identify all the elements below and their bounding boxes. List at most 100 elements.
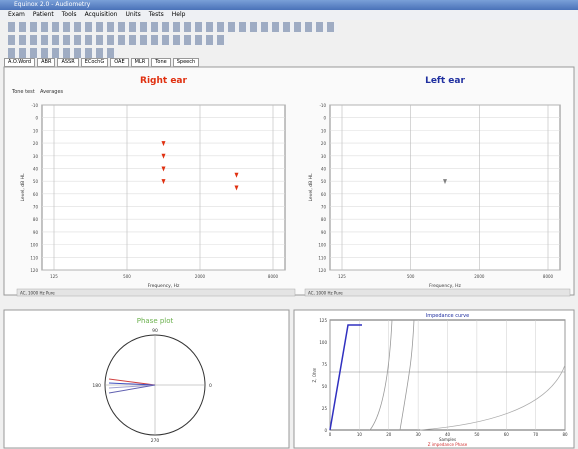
gray-curve (369, 319, 393, 431)
phase-panel (3, 309, 290, 449)
y-tick-label: 80 (321, 217, 327, 222)
y-tick-label: 100 (319, 340, 327, 345)
status-bar (304, 288, 571, 297)
y-tick-label: 110 (30, 255, 38, 260)
x-tick-label: 2000 (195, 274, 206, 279)
chart-title: Left ear (425, 76, 465, 86)
chart-title: Right ear (140, 76, 187, 86)
x-tick-label: 500 (407, 274, 415, 279)
x-axis-label: Samples (439, 437, 456, 442)
y-tick-label: 60 (321, 192, 327, 197)
y-tick-label: 120 (318, 268, 326, 273)
y-tick-label: 40 (33, 166, 39, 171)
y-tick-label: 0 (35, 116, 38, 121)
y-tick-label: 75 (322, 362, 328, 367)
menu-item[interactable]: Tools (61, 11, 77, 18)
threshold-marker (443, 179, 447, 185)
polar-label: 180 (92, 383, 101, 389)
x-tick-label: 125 (338, 274, 346, 279)
threshold-marker (234, 172, 239, 178)
y-tick-label: 50 (322, 384, 328, 389)
x-tick-label: 30 (416, 432, 422, 437)
y-tick-label: 50 (33, 179, 39, 184)
polar-label: 270 (151, 438, 160, 444)
x-tick-label: 0 (329, 432, 332, 437)
menu-item[interactable]: Tests (148, 11, 164, 18)
polar-label: 90 (152, 328, 158, 334)
x-axis-label: Frequency, Hz (148, 283, 180, 289)
y-tick-label: 30 (321, 154, 327, 159)
menu-item[interactable]: Patient (32, 11, 54, 18)
x-tick-label: 125 (50, 274, 58, 279)
y-tick-label: 0 (324, 428, 327, 433)
legend: Z impedance Phase (428, 442, 468, 447)
y-tick-label: 80 (33, 217, 39, 222)
y-tick-label: -10 (319, 103, 326, 108)
y-tick-label: 60 (33, 192, 39, 197)
polar-label: 0 (209, 383, 212, 389)
title-bar: Equinox 2.0 - Audiometry (0, 0, 578, 10)
x-tick-label: 60 (504, 432, 510, 437)
phase-vector (108, 384, 156, 389)
status-text: AC, 1000 Hz Pure (20, 291, 55, 296)
toolbar (8, 22, 338, 32)
x-tick-label: 70 (533, 432, 539, 437)
x-tick-label: 500 (123, 274, 131, 279)
x-tick-label: 8000 (268, 274, 279, 279)
threshold-marker (161, 141, 166, 147)
y-tick-label: 40 (321, 166, 327, 171)
toolbar (8, 35, 228, 45)
x-tick-label: 8000 (543, 274, 554, 279)
y-tick-label: 90 (321, 230, 327, 235)
panel-title: Phase plot (137, 317, 174, 325)
y-axis-label: Z, Ohm (312, 367, 317, 382)
menu-item[interactable]: Help (171, 11, 186, 18)
x-tick-label: 2000 (474, 274, 485, 279)
x-tick-label: 40 (445, 432, 451, 437)
y-tick-label: -10 (31, 103, 38, 108)
gray-curve (399, 319, 415, 431)
plot-area (329, 104, 561, 271)
y-axis-label: Level, dB HL (308, 173, 314, 201)
x-axis-label: Frequency, Hz (429, 283, 461, 289)
gray-curve (419, 364, 566, 431)
y-tick-label: 30 (33, 154, 39, 159)
plot-area (41, 104, 286, 271)
y-tick-label: 120 (30, 268, 38, 273)
x-tick-label: 80 (562, 432, 568, 437)
y-tick-label: 10 (33, 128, 39, 133)
menu-item[interactable]: Exam (8, 11, 25, 18)
y-tick-label: 25 (322, 406, 328, 411)
y-tick-label: 50 (321, 179, 327, 184)
y-tick-label: 20 (321, 141, 327, 146)
y-tick-label: 110 (318, 255, 326, 260)
threshold-marker (234, 185, 239, 191)
phase-vector (108, 384, 156, 394)
menu-item[interactable]: Acquisition (84, 11, 118, 18)
y-axis-label: Level, dB HL (20, 173, 26, 201)
panel-title: Impedance curve (426, 313, 469, 319)
y-tick-label: 100 (30, 243, 38, 248)
y-tick-label: 20 (33, 141, 39, 146)
x-tick-label: 20 (386, 432, 392, 437)
x-tick-label: 50 (474, 432, 480, 437)
x-tick-label: 10 (357, 432, 363, 437)
status-bar (16, 288, 296, 297)
y-tick-label: 90 (33, 230, 39, 235)
sub-tab: Tone test (11, 89, 35, 95)
phase-vector (108, 382, 156, 386)
workspace: Tone test Averages Right ear -10 0 10 20 30 40 50… (3, 66, 575, 449)
status-text: AC, 1000 Hz Pure (308, 291, 343, 296)
y-tick-label: 125 (319, 318, 327, 323)
threshold-marker (161, 179, 166, 185)
phase-vector (108, 378, 156, 386)
threshold-marker (161, 153, 166, 159)
toolbar (8, 48, 118, 58)
sub-tab: Averages (40, 89, 64, 95)
y-tick-label: 10 (321, 128, 327, 133)
y-tick-label: 70 (321, 205, 327, 210)
threshold-marker (161, 166, 166, 172)
menu-item[interactable]: Units (125, 11, 141, 18)
y-tick-label: 0 (323, 116, 326, 121)
